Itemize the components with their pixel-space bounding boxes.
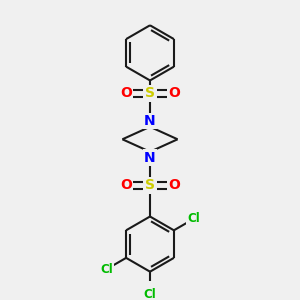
Text: S: S xyxy=(145,86,155,100)
Text: O: O xyxy=(120,86,132,100)
Text: O: O xyxy=(168,178,180,192)
Text: N: N xyxy=(144,114,156,128)
Text: S: S xyxy=(145,178,155,192)
Text: Cl: Cl xyxy=(100,263,113,276)
Text: O: O xyxy=(168,86,180,100)
Text: Cl: Cl xyxy=(144,288,156,300)
Text: O: O xyxy=(120,178,132,192)
Text: N: N xyxy=(144,151,156,165)
Text: Cl: Cl xyxy=(187,212,200,225)
